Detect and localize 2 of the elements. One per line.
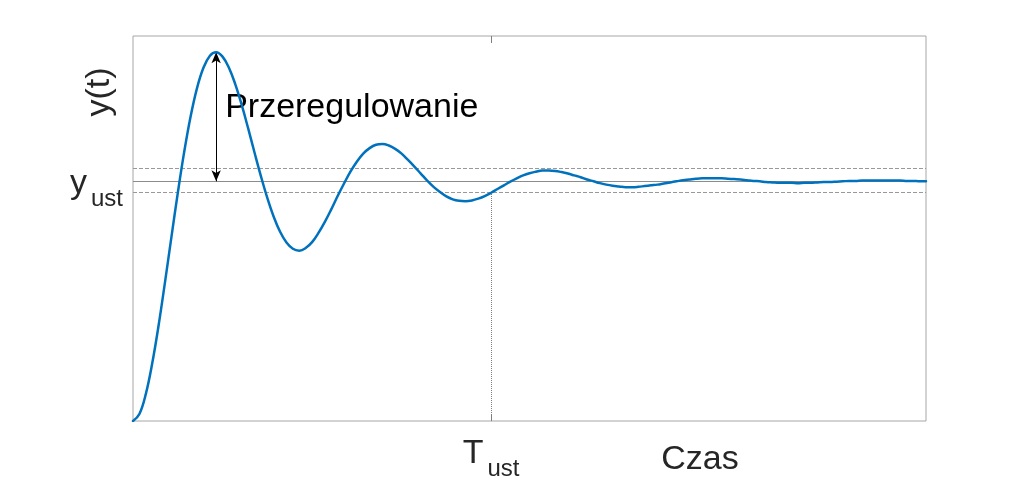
y-axis-title: y(t) [78, 67, 116, 117]
x-axis-title: Czas [661, 438, 739, 476]
